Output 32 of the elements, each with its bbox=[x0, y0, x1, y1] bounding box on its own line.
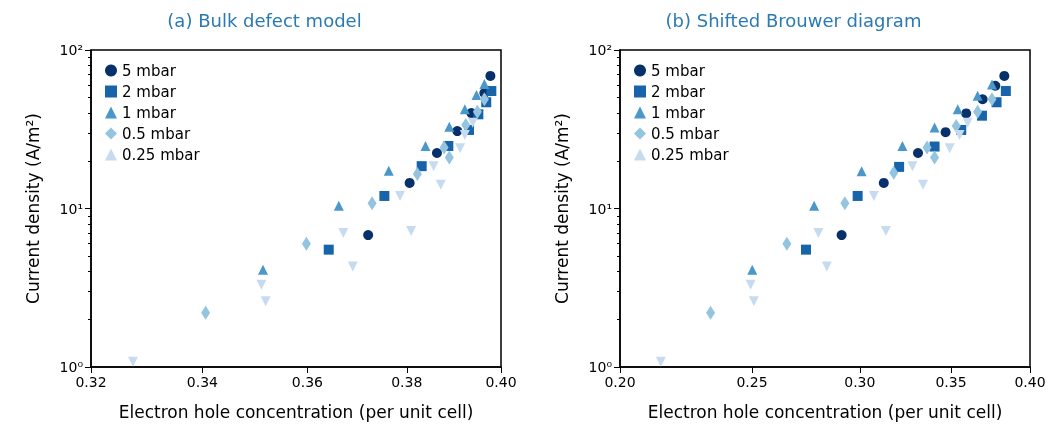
y-axis-title: Current density (A/m²) bbox=[22, 113, 43, 304]
x-axis-title: Electron hole concentration (per unit cell) bbox=[118, 401, 474, 422]
y-tick-label: 10⁰ bbox=[588, 359, 613, 375]
y-tick-label: 10¹ bbox=[588, 200, 612, 217]
x-tick-label: 0.35 bbox=[935, 374, 967, 390]
x-tick-label: 0.34 bbox=[186, 374, 219, 390]
y-tick-label: 10² bbox=[59, 42, 83, 58]
x-tick-label: 0.40 bbox=[485, 374, 517, 390]
y-axis-title: Current density (A/m²) bbox=[551, 113, 572, 304]
legend-label: 2 mbar bbox=[651, 82, 706, 101]
y-tick-label: 10¹ bbox=[59, 200, 83, 217]
legend-label: 0.25 mbar bbox=[651, 145, 730, 164]
legend-label: 0.5 mbar bbox=[651, 124, 720, 143]
x-tick-label: 0.20 bbox=[604, 374, 636, 390]
x-tick-label: 0.40 bbox=[1014, 374, 1046, 390]
legend-label: 1 mbar bbox=[651, 103, 706, 122]
legend-label: 1 mbar bbox=[122, 103, 177, 122]
legend-label: 5 mbar bbox=[651, 61, 706, 80]
legend-label: 2 mbar bbox=[122, 82, 177, 101]
x-tick-label: 0.30 bbox=[844, 374, 876, 390]
y-tick-label: 10⁰ bbox=[59, 359, 84, 375]
x-axis-title: Electron hole concentration (per unit cell) bbox=[647, 401, 1003, 422]
legend-label: 5 mbar bbox=[122, 61, 177, 80]
x-tick-label: 0.25 bbox=[736, 374, 768, 390]
x-tick-label: 0.36 bbox=[291, 374, 324, 390]
chart-title: (b) Shifted Brouwer diagram bbox=[665, 9, 922, 31]
legend-label: 0.5 mbar bbox=[122, 124, 191, 143]
x-tick-label: 0.38 bbox=[391, 374, 423, 390]
x-tick-label: 0.32 bbox=[75, 374, 107, 390]
legend-label: 0.25 mbar bbox=[122, 145, 201, 164]
chart-title: (a) Bulk defect model bbox=[167, 9, 362, 31]
y-tick-label: 10² bbox=[588, 42, 612, 58]
